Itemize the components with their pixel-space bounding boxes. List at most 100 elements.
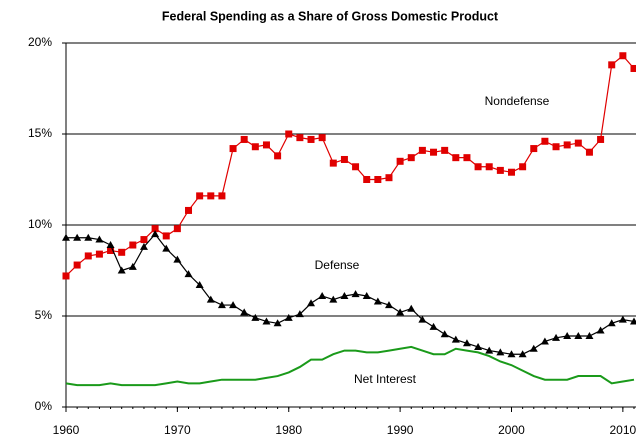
y-tick-label: 10% <box>28 217 52 231</box>
marker <box>218 192 226 200</box>
marker <box>84 252 92 260</box>
marker <box>496 348 505 356</box>
chart-title: Federal Spending as a Share of Gross Dom… <box>162 9 499 23</box>
marker <box>507 350 516 358</box>
marker <box>352 163 360 171</box>
marker <box>597 135 605 143</box>
marker <box>95 250 103 258</box>
marker <box>630 64 636 72</box>
marker <box>62 233 70 241</box>
marker <box>596 326 605 334</box>
marker <box>619 52 627 60</box>
marker <box>73 233 82 241</box>
marker <box>184 270 193 278</box>
series-line <box>65 345 635 387</box>
marker <box>418 146 426 154</box>
marker <box>128 262 137 270</box>
series-label: Defense <box>315 258 360 272</box>
marker <box>519 163 527 171</box>
marker <box>173 225 181 233</box>
marker <box>185 206 193 214</box>
marker <box>396 308 405 316</box>
y-tick-label: 20% <box>28 35 52 49</box>
marker <box>440 330 449 338</box>
marker <box>563 332 572 340</box>
marker <box>529 344 538 352</box>
marker <box>618 315 627 323</box>
marker <box>407 304 416 312</box>
marker <box>207 192 215 200</box>
marker <box>173 255 182 263</box>
marker <box>552 143 560 151</box>
marker <box>62 272 70 280</box>
marker <box>474 163 482 171</box>
marker <box>552 333 561 341</box>
marker <box>407 154 415 162</box>
marker <box>518 350 527 358</box>
marker <box>585 148 593 156</box>
marker <box>441 146 449 154</box>
marker <box>195 281 204 289</box>
marker <box>540 337 549 345</box>
y-tick-label: 5% <box>35 308 53 322</box>
marker <box>251 143 259 151</box>
marker <box>585 332 594 340</box>
marker <box>106 241 115 249</box>
marker <box>273 319 282 327</box>
marker <box>607 319 616 327</box>
marker <box>340 155 348 163</box>
marker <box>362 291 371 299</box>
marker <box>307 299 316 307</box>
marker <box>485 163 493 171</box>
marker <box>574 332 583 340</box>
marker <box>129 241 137 249</box>
marker <box>374 176 382 183</box>
marker <box>274 152 282 160</box>
marker <box>262 141 270 149</box>
marker <box>340 291 349 299</box>
marker <box>285 130 293 138</box>
marker <box>630 317 636 325</box>
marker <box>463 154 471 162</box>
x-tick-label: 1960 <box>53 423 80 437</box>
marker <box>84 233 93 241</box>
marker <box>151 225 159 233</box>
marker <box>384 301 393 309</box>
marker <box>284 313 293 321</box>
marker <box>351 290 360 298</box>
marker <box>485 346 494 354</box>
marker <box>530 145 538 153</box>
marker <box>117 266 126 274</box>
marker <box>229 301 238 309</box>
marker <box>206 295 215 303</box>
marker <box>452 154 460 162</box>
marker <box>396 157 404 165</box>
series-line <box>65 54 635 277</box>
marker <box>430 148 438 156</box>
marker <box>462 339 471 347</box>
marker <box>385 174 393 182</box>
x-tick-label: 1970 <box>164 423 191 437</box>
series-line <box>66 233 635 355</box>
marker <box>474 342 483 350</box>
marker <box>139 242 148 250</box>
marker <box>296 134 304 142</box>
marker <box>229 145 237 153</box>
marker <box>418 315 427 323</box>
marker <box>107 246 115 254</box>
marker <box>162 232 170 240</box>
marker <box>496 166 504 174</box>
marker <box>451 335 460 343</box>
x-tick-label: 2010 <box>610 423 636 437</box>
marker <box>162 244 171 252</box>
marker <box>363 176 371 183</box>
marker <box>196 192 204 200</box>
marker <box>240 135 248 143</box>
series-label: Nondefense <box>485 94 550 108</box>
marker <box>429 322 438 330</box>
marker <box>95 235 104 243</box>
marker <box>563 141 571 149</box>
marker <box>140 236 148 244</box>
marker <box>251 313 260 321</box>
